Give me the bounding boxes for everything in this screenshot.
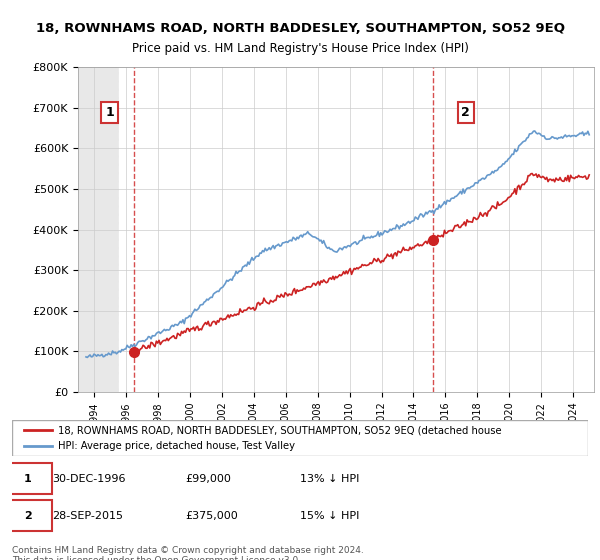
Text: 1: 1 [105, 106, 114, 119]
FancyBboxPatch shape [4, 500, 52, 531]
Text: Contains HM Land Registry data © Crown copyright and database right 2024.
This d: Contains HM Land Registry data © Crown c… [12, 546, 364, 560]
Text: 30-DEC-1996: 30-DEC-1996 [52, 474, 126, 484]
Text: 2: 2 [461, 106, 470, 119]
Text: 1: 1 [23, 474, 31, 484]
Text: 28-SEP-2015: 28-SEP-2015 [52, 511, 124, 521]
Text: 18, ROWNHAMS ROAD, NORTH BADDESLEY, SOUTHAMPTON, SO52 9EQ: 18, ROWNHAMS ROAD, NORTH BADDESLEY, SOUT… [35, 22, 565, 35]
Text: £375,000: £375,000 [185, 511, 238, 521]
Text: £99,000: £99,000 [185, 474, 230, 484]
Text: 15% ↓ HPI: 15% ↓ HPI [300, 511, 359, 521]
FancyBboxPatch shape [12, 420, 588, 456]
Text: 13% ↓ HPI: 13% ↓ HPI [300, 474, 359, 484]
FancyBboxPatch shape [4, 463, 52, 494]
Text: 18, ROWNHAMS ROAD, NORTH BADDESLEY, SOUTHAMPTON, SO52 9EQ (detached house: 18, ROWNHAMS ROAD, NORTH BADDESLEY, SOUT… [58, 425, 502, 435]
Text: Price paid vs. HM Land Registry's House Price Index (HPI): Price paid vs. HM Land Registry's House … [131, 42, 469, 55]
Text: 2: 2 [23, 511, 31, 521]
Bar [78, 67, 118, 392]
Text: HPI: Average price, detached house, Test Valley: HPI: Average price, detached house, Test… [58, 441, 295, 451]
